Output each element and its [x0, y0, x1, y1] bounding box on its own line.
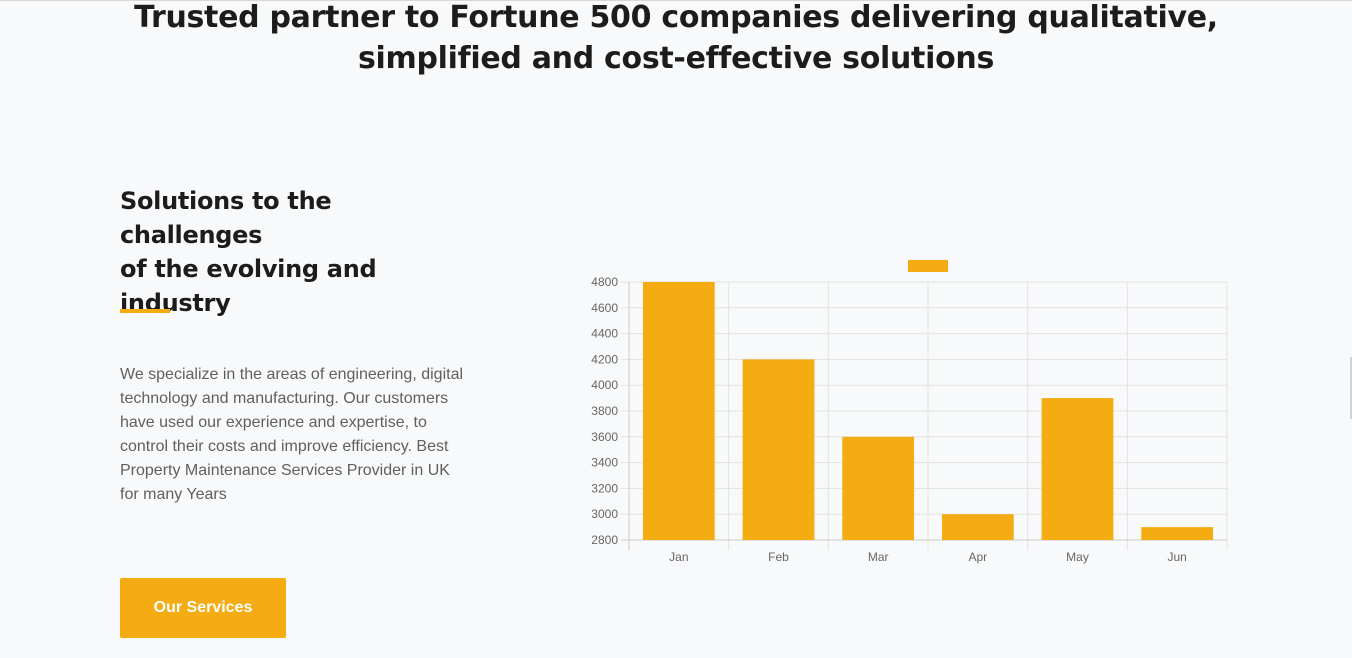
x-tick-label: Feb	[768, 550, 789, 564]
y-tick-label: 3800	[591, 404, 618, 418]
y-tick-label: 3600	[591, 430, 618, 444]
y-tick-label: 3200	[591, 481, 618, 495]
y-tick-label: 4000	[591, 378, 618, 392]
y-tick-label: 3400	[591, 456, 618, 470]
section-title: Solutions to the challenges of the evolv…	[120, 184, 480, 320]
section-title-line-2: of the evolving and	[120, 255, 377, 283]
our-services-button[interactable]: Our Services	[120, 578, 286, 638]
x-tick-label: May	[1066, 550, 1089, 564]
hero-title-line-2: simplified and cost-effective solutions	[357, 41, 994, 76]
scrollbar-edge[interactable]	[1350, 357, 1352, 419]
bar-apr	[941, 514, 1014, 540]
hero-title: Trusted partner to Fortune 500 companies…	[0, 0, 1352, 79]
section-title-line-3: industry	[120, 289, 231, 317]
y-tick-label: 2800	[591, 533, 618, 547]
legend-swatch	[908, 260, 948, 272]
bar-mar	[842, 436, 915, 540]
y-tick-label: 3000	[591, 507, 618, 521]
bar-may	[1041, 398, 1114, 540]
x-tick-label: Jan	[669, 550, 688, 564]
y-tick-label: 4600	[591, 301, 618, 315]
x-tick-label: Mar	[868, 550, 889, 564]
hero-title-line-1: Trusted partner to Fortune 500 companies…	[134, 0, 1218, 35]
bar-jun	[1141, 527, 1214, 540]
section-title-line-1: Solutions to the challenges	[120, 187, 332, 249]
bar-jan	[642, 282, 715, 540]
accent-divider	[120, 309, 170, 313]
y-tick-label: 4400	[591, 327, 618, 341]
section-description: We specialize in the areas of engineerin…	[120, 366, 464, 503]
x-tick-label: Apr	[968, 550, 987, 564]
x-tick-label: Jun	[1167, 550, 1186, 564]
bar-chart: 2800 3000 3200 3400 3600 3800 4000 4200 4400 4600…	[570, 251, 1250, 571]
y-tick-label: 4800	[591, 275, 618, 289]
bar-chart-svg: 2800 3000 3200 3400 3600 3800 4000 4200 4400 4600…	[591, 260, 1228, 564]
y-tick-label: 4200	[591, 352, 618, 366]
bar-feb	[742, 359, 815, 540]
